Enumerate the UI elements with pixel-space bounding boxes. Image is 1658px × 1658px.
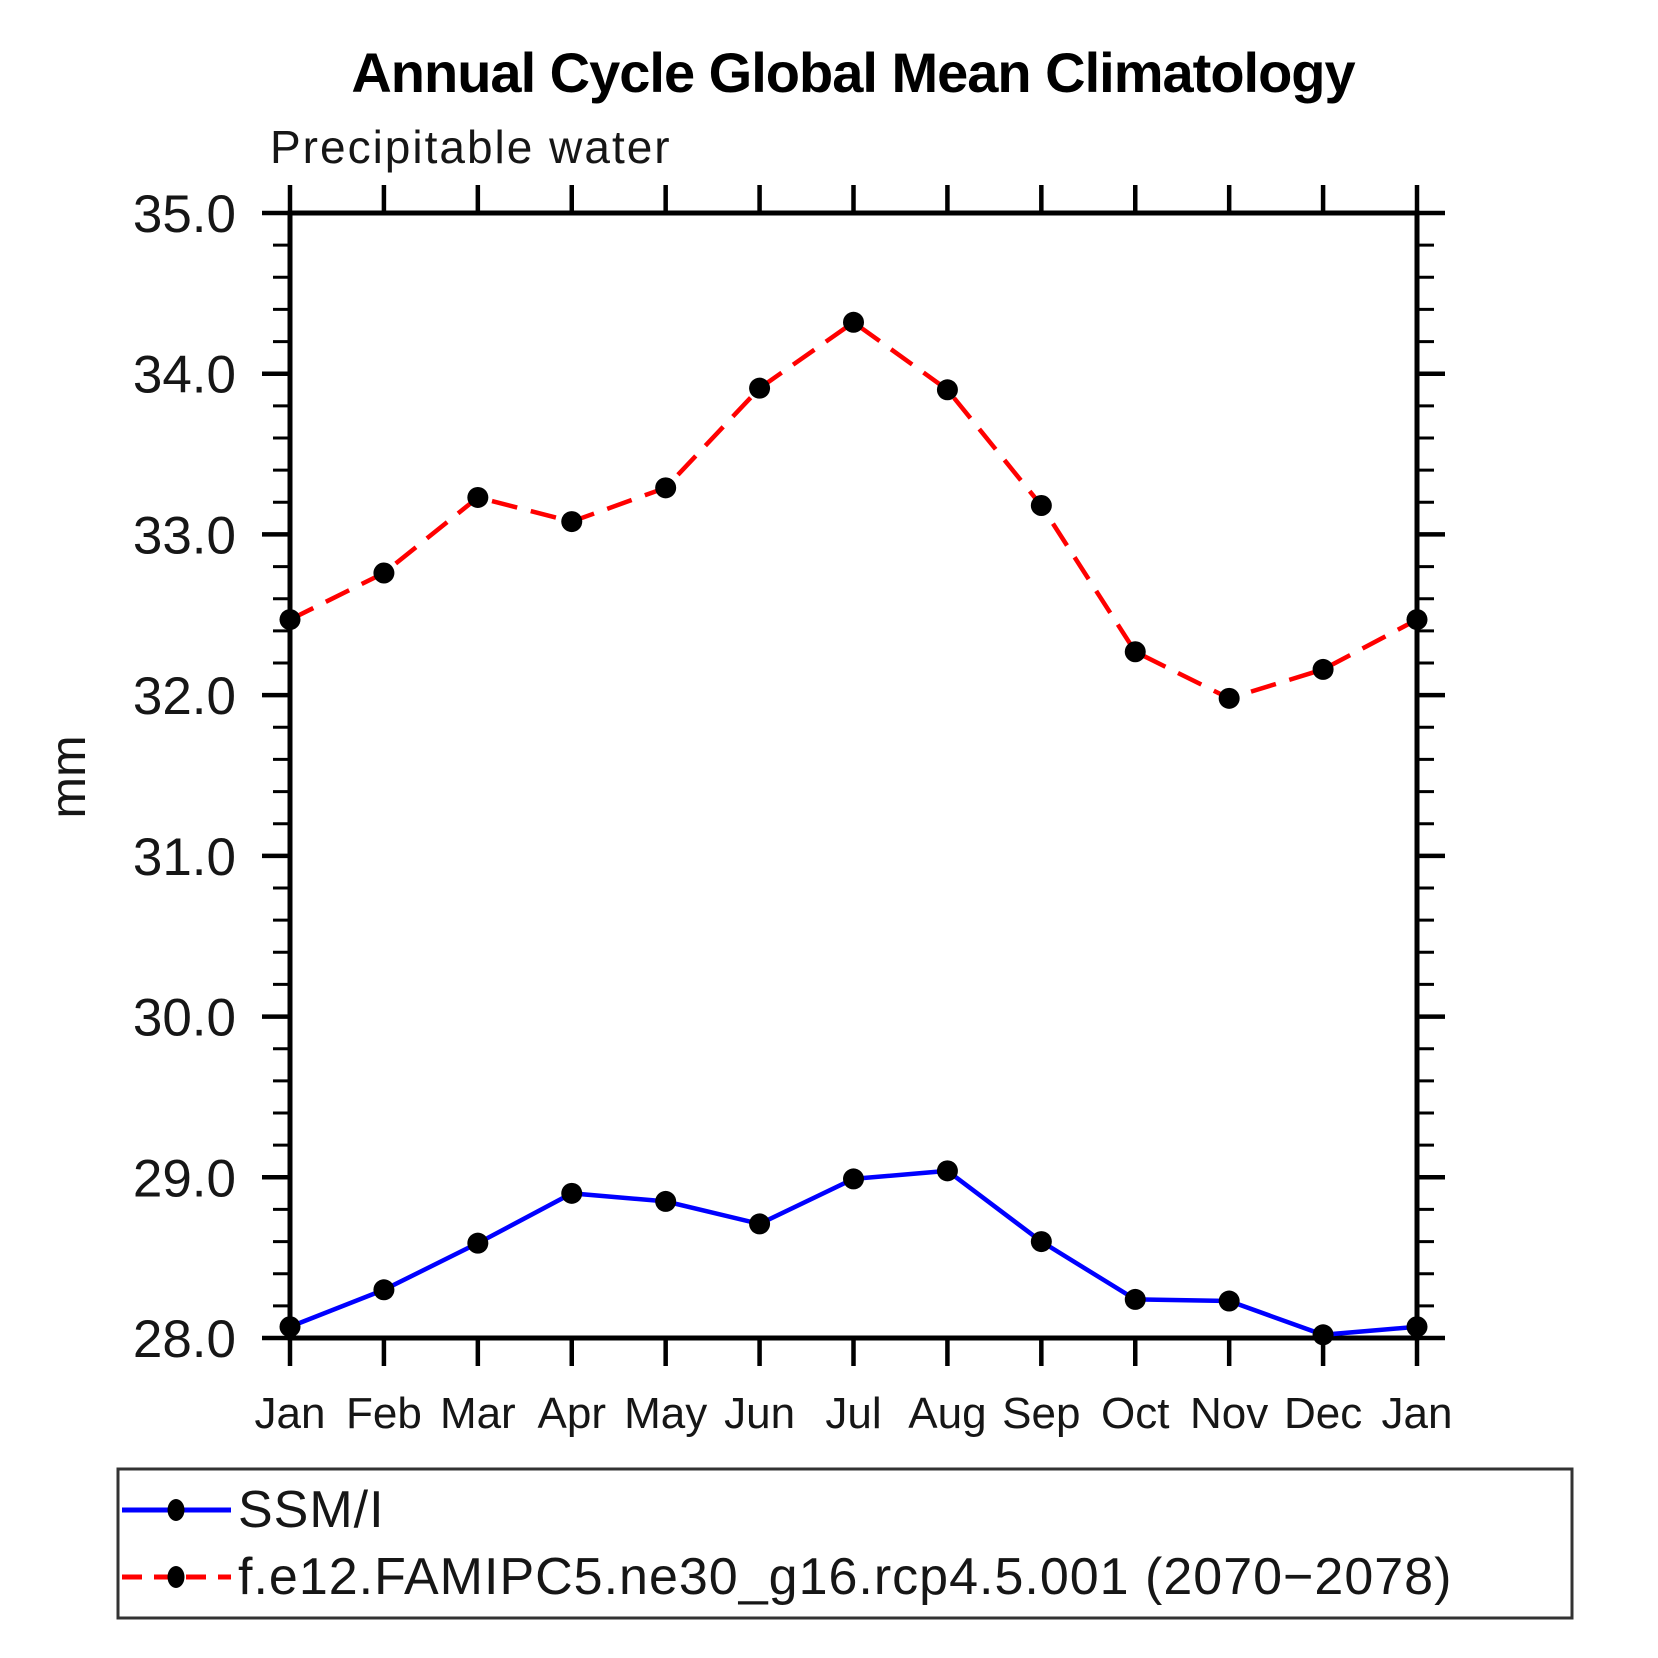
data-point-marker — [936, 379, 958, 401]
data-point-marker — [467, 486, 489, 508]
data-point-marker — [279, 609, 301, 631]
series-model — [279, 311, 1428, 709]
legend-box — [116, 1467, 1574, 1620]
data-point-marker — [373, 1279, 395, 1301]
data-point-marker — [1312, 658, 1334, 680]
data-point-marker — [843, 311, 864, 333]
data-point-marker — [1406, 609, 1428, 631]
data-point-marker — [655, 1190, 677, 1212]
y-axis-title: mm — [40, 735, 96, 818]
data-point-marker — [1124, 1288, 1146, 1310]
y-tick-label: 34.0 — [133, 346, 236, 405]
data-point-marker — [561, 511, 583, 533]
chart-subtitle: Precipitable water — [270, 121, 672, 173]
data-point-marker — [936, 1160, 958, 1182]
x-tick-label: Feb — [346, 1389, 422, 1438]
series-ssmi — [279, 1160, 1428, 1346]
series-line — [288, 319, 1419, 701]
data-point-marker — [1218, 1290, 1240, 1312]
data-point-marker — [749, 377, 771, 399]
axes-layer: Jan Feb Mar Apr May Jun Jul Aug Sep Oct Nov Dec Jan 3… — [133, 185, 1453, 1438]
x-tick-label: Jan — [255, 1389, 326, 1438]
y-tick-label: 29.0 — [133, 1149, 236, 1208]
x-tick-label: Jul — [825, 1389, 881, 1438]
series-line — [289, 1168, 1418, 1338]
data-point-marker — [467, 1232, 489, 1254]
data-point-marker — [561, 1182, 583, 1204]
data-point-marker — [1030, 1231, 1052, 1253]
y-tick-label: 31.0 — [133, 828, 236, 887]
y-tick-label: 30.0 — [133, 989, 236, 1048]
legend: SSM/I f.e12.FAMIPC5.ne30_g16.rcp4.5.001 … — [116, 1467, 1574, 1620]
data-point-marker — [373, 562, 395, 584]
data-point-marker — [1124, 641, 1146, 663]
x-tick-label: Jan — [1382, 1389, 1453, 1438]
x-tick-label: Jun — [724, 1389, 795, 1438]
data-point-marker — [279, 1316, 301, 1338]
legend-marker-dot-ssmi — [167, 1499, 185, 1521]
x-tick-label: Sep — [1002, 1389, 1080, 1438]
data-point-marker — [1030, 495, 1052, 516]
x-tick-label: Dec — [1284, 1389, 1362, 1438]
legend-marker-dot-model — [167, 1566, 185, 1588]
data-point-marker — [843, 1168, 864, 1190]
y-tick-label: 28.0 — [133, 1310, 236, 1369]
x-tick-label: Apr — [538, 1389, 606, 1438]
x-tick-label: Mar — [440, 1389, 516, 1438]
x-tick-label: May — [624, 1389, 707, 1438]
y-tick-label: 35.0 — [133, 185, 236, 244]
legend-label-model: f.e12.FAMIPC5.ne30_g16.rcp4.5.001 (2070−… — [238, 1548, 1452, 1606]
data-point-marker — [1406, 1316, 1428, 1338]
x-tick-label: Aug — [908, 1389, 986, 1438]
data-point-marker — [655, 477, 677, 499]
data-point-marker — [1218, 687, 1240, 709]
y-tick-label: 33.0 — [133, 506, 236, 565]
y-tick-label: 32.0 — [133, 667, 236, 726]
series-layer — [279, 311, 1428, 1346]
x-tick-label: Nov — [1190, 1389, 1268, 1438]
legend-label-ssmi: SSM/I — [238, 1481, 385, 1539]
data-point-marker — [749, 1213, 771, 1235]
data-point-marker — [1312, 1324, 1334, 1346]
x-tick-label: Oct — [1101, 1389, 1169, 1438]
chart-title: Annual Cycle Global Mean Climatology — [351, 41, 1355, 104]
